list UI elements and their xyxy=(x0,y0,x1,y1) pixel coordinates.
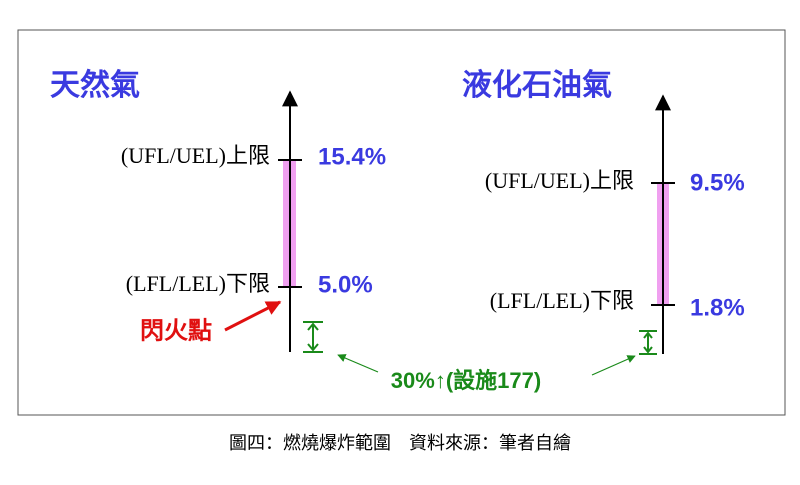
frame xyxy=(17,29,786,416)
lower-value: 5.0% xyxy=(318,271,373,298)
panel-title: 天然氣 xyxy=(50,68,140,102)
lower-label: (LFL/LEL)下限 xyxy=(126,271,270,296)
arrow xyxy=(224,300,282,332)
lower-value: 1.8% xyxy=(690,294,745,321)
flash-marker xyxy=(639,330,657,355)
panel-title: 液化石油氣 xyxy=(462,69,612,102)
flash-point-label: 閃火點 xyxy=(140,318,212,345)
upper-label: (UFL/UEL)上限 xyxy=(485,168,634,193)
caption: 圖四：燃燒爆炸範圍 資料來源：筆者自繪 xyxy=(229,433,571,453)
upper-value: 15.4% xyxy=(318,143,386,170)
arrow xyxy=(591,355,636,376)
upper-label: (UFL/UEL)上限 xyxy=(121,143,270,168)
lower-label: (LFL/LEL)下限 xyxy=(490,288,634,313)
upper-value: 9.5% xyxy=(690,169,745,196)
arrow xyxy=(337,354,379,373)
flash-note: 30%↑(設施177) xyxy=(391,368,541,393)
flash-marker xyxy=(303,321,323,353)
